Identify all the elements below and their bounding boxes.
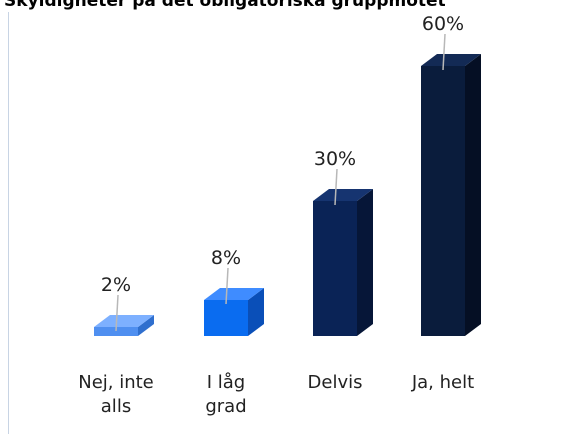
category-label-line: grad [205,396,246,417]
leader-line-4 [442,33,446,71]
category-label-4: Ja, helt [411,372,474,393]
category-label-line: I låg [207,372,246,393]
category-label-1: Nej, inte alls [78,372,154,417]
bar-front-2 [204,300,248,336]
bar-side-4 [465,54,481,336]
bar-2 [204,267,264,336]
bar-4 [421,33,481,336]
category-label-line: Ja, helt [411,372,474,393]
category-label-line: alls [101,396,131,417]
value-label-4: 60% [422,13,464,35]
bar-top-3 [313,189,373,201]
bar-1 [94,294,154,336]
leader-line-2 [225,267,229,305]
bar-top-2 [204,288,264,300]
value-label-3: 30% [314,148,356,170]
bar-front-1 [94,327,138,336]
leader-line-3 [334,168,338,206]
category-label-3: Delvis [308,372,363,393]
bar-front-3 [313,201,357,336]
leader-line-1 [115,294,119,332]
bar-side-2 [248,288,264,336]
bar-side-1 [138,315,154,336]
category-label-line: Delvis [308,372,363,393]
value-label-1: 2% [101,274,131,296]
plot-area-frame [8,12,563,434]
bar-top-4 [421,54,481,66]
bar-front-4 [421,66,465,336]
bar-3 [313,168,373,336]
bar-side-3 [357,189,373,336]
category-label-2: I låg grad [205,372,246,417]
category-label-line: Nej, inte [78,372,154,393]
chart-title: Skyldigheter på det obligatoriska gruppm… [4,0,446,11]
bar-top-1 [94,315,154,327]
value-label-2: 8% [211,247,241,269]
